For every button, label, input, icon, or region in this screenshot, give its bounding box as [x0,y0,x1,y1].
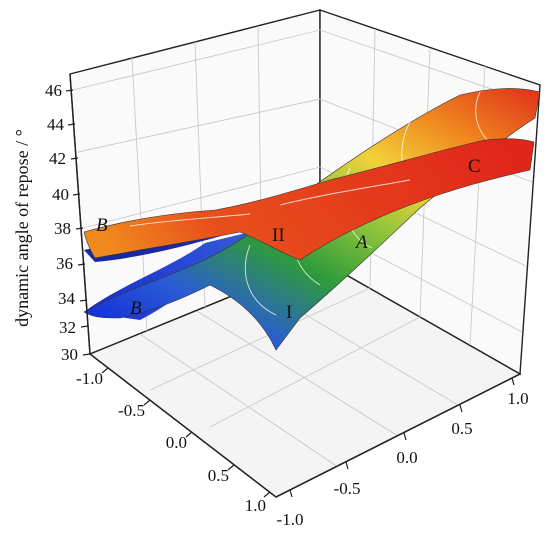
x-tick-label-1: 1.0 [245,496,266,515]
grid-floor-4 [149,287,371,391]
z-tick-label-36: 36 [56,254,73,273]
x-tick-m1 [101,367,109,374]
y-tick-label-0: 0.0 [396,448,417,467]
z-tick-30 [82,353,91,356]
x-tick-label-0: 0.0 [166,433,187,452]
y-tick-label-05: 0.5 [451,419,472,438]
y-tick-1 [511,377,515,386]
z-tick-label-30: 30 [61,345,78,364]
annotation-b-lower: B [130,298,142,319]
z-tick-label-42: 42 [49,149,66,168]
surface-ii-contour-2 [279,179,411,206]
x-tick-label-05: 0.5 [208,466,229,485]
z-tick-label-38: 38 [54,219,71,238]
grid-floor-5 [209,316,421,428]
annotation-b-upper: B [96,215,108,236]
z-tick-40 [72,193,81,196]
y-tick-label-m05: -0.5 [334,479,361,498]
z-tick-46 [65,89,74,92]
y-tick-m05 [345,461,349,470]
surface-ii-top [83,138,535,261]
z-tick-label-46: 46 [45,81,62,100]
annotation-a: A [354,232,368,253]
z-axis-line [69,73,91,355]
y-tick-m1 [289,489,293,498]
z-tick-32 [80,325,89,328]
surface-ii [83,138,535,262]
surface-ii-contour-1 [129,213,251,227]
y-axis-line [275,373,521,498]
x-tick-label-m05: -0.5 [118,401,145,420]
grid-left-z-42 [77,98,321,153]
grid-left-z-38 [82,166,321,229]
x-axis-line [89,353,277,498]
annotations: I II A B B C [96,156,481,323]
y-tick-label-m1: -1.0 [277,510,304,529]
annotation-c: C [468,156,481,177]
z-axis-label: dynamic angle of repose / ° [12,129,32,327]
z-tick-38 [75,227,84,230]
x-tick-m05 [143,399,151,406]
z-tick-label-32: 32 [59,318,76,337]
z-tick-label-44: 44 [47,115,65,134]
grid-floor-2 [196,310,399,437]
y-tick-labels: -1.0 -0.5 0.0 0.5 1.0 [277,389,529,529]
y-tick-label-1: 1.0 [507,389,528,408]
x-tick-label-m1: -1.0 [76,369,103,388]
x-tick-1 [263,491,271,498]
z-tick-34 [79,299,88,302]
x-tick-0 [185,431,193,438]
z-tick-label-34: 34 [58,289,76,308]
y-tick-0 [403,432,407,441]
grid-left-z-46 [72,29,321,91]
x-tick-05 [227,464,235,471]
z-tick-labels: 30 32 34 36 38 40 42 44 46 [45,81,78,364]
grid-floor-1 [139,333,339,468]
surface-i-contour-1 [244,244,277,316]
annotation-i: I [286,302,292,323]
z-tick-label-40: 40 [52,185,69,204]
z-tick-44 [67,123,76,126]
z-tick-36 [77,263,86,266]
axes-frame [69,73,521,498]
tick-marks [65,89,515,498]
x-tick-labels: -1.0 -0.5 0.0 0.5 1.0 [76,369,266,515]
annotation-ii: II [272,225,285,246]
z-tick-42 [70,157,79,160]
y-tick-05 [459,404,463,413]
